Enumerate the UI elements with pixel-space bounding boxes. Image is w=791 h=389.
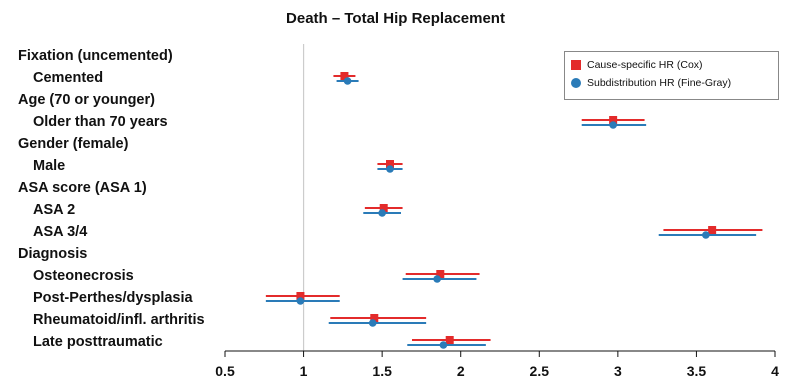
x-tick-label: 0.5 [215, 363, 235, 379]
x-tick-label: 3.5 [687, 363, 707, 379]
row-label: ASA 2 [33, 202, 76, 218]
cox-hr-marker [708, 226, 717, 234]
legend: Cause-specific HR (Cox) Subdistribution … [564, 51, 779, 100]
cox-hr-marker [296, 292, 305, 300]
finegray-hr-marker [378, 209, 386, 217]
row-label: Cemented [33, 70, 104, 86]
x-tick-label: 2 [457, 363, 465, 379]
legend-label-finegray: Subdistribution HR (Fine-Gray) [587, 77, 732, 89]
cox-hr-marker [340, 72, 349, 80]
row-label: Older than 70 years [33, 114, 168, 130]
legend-entry-cox: Cause-specific HR (Cox) [571, 58, 703, 72]
x-tick-label: 1.5 [372, 363, 392, 379]
cox-hr-marker [609, 116, 618, 124]
finegray-hr-marker [609, 121, 617, 129]
group-label: Diagnosis [18, 246, 88, 262]
group-label: Gender (female) [18, 136, 129, 152]
finegray-hr-marker [439, 341, 448, 349]
x-tick-label: 2.5 [530, 363, 550, 379]
group-label: ASA score (ASA 1) [18, 180, 147, 196]
legend-label-cox: Cause-specific HR (Cox) [587, 59, 703, 71]
circle-marker-icon [571, 78, 581, 88]
cox-hr-marker [436, 270, 445, 278]
square-marker-icon [571, 60, 581, 70]
finegray-hr-marker [386, 165, 394, 173]
finegray-hr-marker [343, 77, 352, 85]
finegray-hr-marker [296, 297, 305, 305]
row-label: Rheumatoid/infl. arthritis [33, 312, 205, 328]
legend-entry-finegray: Subdistribution HR (Fine-Gray) [571, 76, 731, 90]
finegray-hr-marker [702, 231, 710, 239]
cox-hr-marker [386, 160, 394, 168]
row-label: Late posttraumatic [33, 334, 163, 350]
row-label: ASA 3/4 [33, 224, 88, 240]
cox-hr-marker [379, 204, 388, 212]
cox-hr-marker [370, 314, 379, 322]
finegray-hr-marker [368, 319, 377, 327]
chart-title: Death – Total Hip Replacement [286, 10, 505, 27]
finegray-hr-marker [433, 275, 441, 283]
x-tick-label: 4 [771, 363, 779, 379]
cox-hr-marker [445, 336, 454, 344]
x-tick-label: 3 [614, 363, 622, 379]
x-tick-label: 1 [300, 363, 308, 379]
row-label: Male [33, 158, 66, 174]
row-label: Post-Perthes/dysplasia [33, 290, 193, 306]
group-label: Fixation (uncemented) [18, 48, 173, 64]
row-label: Osteonecrosis [33, 268, 134, 284]
group-label: Age (70 or younger) [18, 92, 155, 108]
